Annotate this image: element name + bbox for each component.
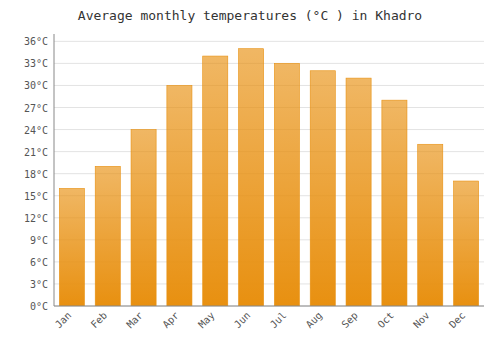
bar	[418, 144, 443, 306]
x-tick-label: Jun	[232, 310, 253, 331]
x-tick-label: Mar	[124, 310, 145, 331]
y-tick-label: 30°C	[24, 80, 48, 91]
y-tick-label: 15°C	[24, 191, 48, 202]
y-axis-line	[54, 34, 55, 306]
title: Average monthly temperatures (°C ) in Kh…	[78, 8, 422, 23]
y-grid	[54, 41, 484, 306]
bar	[203, 56, 228, 306]
y-tick-label: 3°C	[30, 279, 48, 290]
x-tick-label: Apr	[160, 310, 181, 331]
grid-line	[54, 129, 484, 130]
bar	[454, 181, 479, 306]
y-tick-label: 33°C	[24, 58, 48, 69]
y-tick-label: 24°C	[24, 125, 48, 136]
bar	[95, 166, 120, 306]
x-tick-label: Nov	[411, 310, 432, 331]
bar	[346, 78, 371, 306]
chart: Average monthly temperatures (°C ) in Kh…	[0, 0, 500, 350]
y-tick-label: 18°C	[24, 169, 48, 180]
y-tick-label: 6°C	[30, 257, 48, 268]
x-tick-label: Jul	[268, 310, 289, 331]
grid-line	[54, 107, 484, 108]
bar	[274, 63, 299, 306]
y-tick-label: 12°C	[24, 213, 48, 224]
x-tick-label: Aug	[304, 310, 325, 331]
bars	[59, 49, 478, 306]
x-tick-label: Feb	[89, 310, 110, 331]
y-tick-label: 9°C	[30, 235, 48, 246]
y-tick-label: 27°C	[24, 103, 48, 114]
bar	[131, 130, 156, 306]
bar	[310, 71, 335, 306]
x-axis-line	[54, 306, 484, 307]
x-tick-label: Sep	[339, 310, 360, 331]
grid-line	[54, 41, 484, 42]
y-tick-label: 21°C	[24, 147, 48, 158]
bar	[59, 188, 84, 306]
y-tick-label: 36°C	[24, 36, 48, 47]
x-tick-label: Oct	[375, 310, 396, 331]
grid-line	[54, 63, 484, 64]
chart-container: Average monthly temperatures (°C ) in Kh…	[0, 0, 500, 350]
x-tick-label: May	[196, 310, 217, 331]
grid-line	[54, 85, 484, 86]
x-tick-label: Jan	[53, 310, 74, 331]
bar	[239, 49, 264, 306]
grid-line	[54, 306, 484, 307]
bar	[382, 100, 407, 306]
bar	[167, 85, 192, 306]
y-tick-label: 0°C	[30, 301, 48, 312]
x-tick-label: Dec	[447, 310, 468, 331]
